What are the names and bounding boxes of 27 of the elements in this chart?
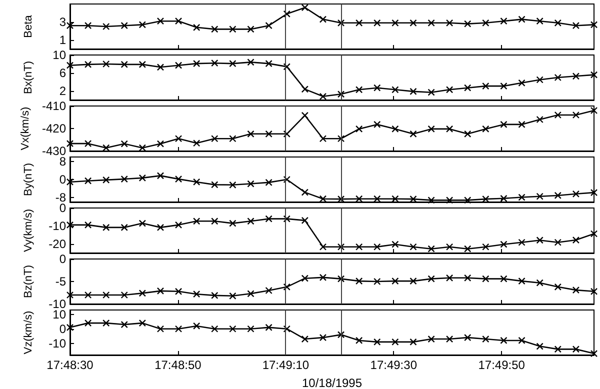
- x-tick-label: 17:49:50: [478, 358, 526, 372]
- x-tick-label: 17:49:10: [262, 358, 310, 372]
- y-tick-label: -10: [48, 336, 66, 350]
- y-axis-title: By(nT): [22, 163, 34, 196]
- y-tick-label: -10: [48, 219, 66, 233]
- x-tick-label: 17:49:30: [370, 358, 418, 372]
- x-tick-label: 17:48:50: [154, 358, 202, 372]
- y-axis-title: Vz(km/s): [22, 310, 34, 354]
- x-tick-label: 17:48:30: [46, 358, 94, 372]
- y-tick-label: -5: [55, 274, 66, 288]
- y-tick-label: -410: [42, 99, 66, 113]
- y-tick-label: 3: [59, 15, 66, 29]
- y-axis-title: Vy(km/s): [22, 209, 34, 252]
- y-tick-label: 0: [59, 252, 66, 266]
- y-tick-label: 0: [59, 322, 66, 336]
- y-tick-label: -420: [42, 122, 66, 136]
- y-tick-label: 10: [52, 48, 66, 62]
- y-axis-title: Bx(nT): [22, 61, 34, 94]
- y-tick-label: -20: [48, 237, 66, 251]
- x-axis-title: 10/18/1995: [302, 376, 362, 389]
- y-axis-title: Beta: [22, 14, 34, 38]
- y-axis-title: Vx(km/s): [20, 106, 32, 150]
- y-axis-title: Bz(nT): [22, 265, 34, 298]
- y-tick-label: 0: [59, 172, 66, 186]
- y-tick-label: 1: [59, 33, 66, 47]
- y-tick-label: 6: [59, 66, 66, 80]
- y-tick-label: 2: [59, 84, 66, 98]
